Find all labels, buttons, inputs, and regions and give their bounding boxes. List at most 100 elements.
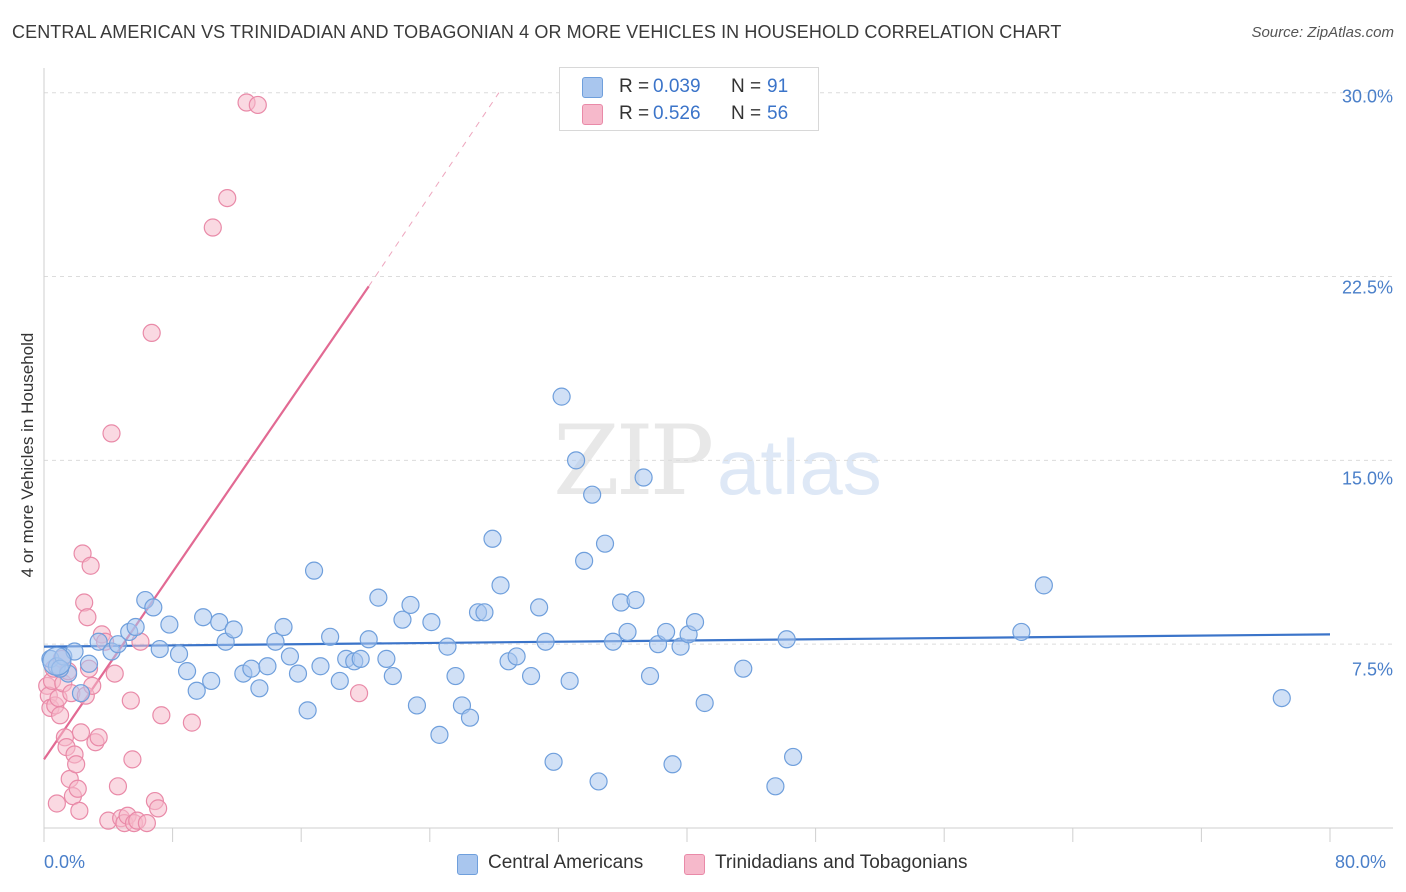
point-central-american (766, 777, 785, 796)
point-central-american (657, 622, 676, 642)
point-central-american (224, 620, 243, 639)
point-trinidadian (121, 691, 140, 710)
point-central-american (530, 598, 549, 617)
r-label: R = (619, 103, 650, 124)
point-trinidadian (81, 556, 100, 575)
point-central-american (150, 639, 169, 659)
point-central-american (521, 666, 541, 686)
point-central-american (438, 637, 457, 656)
point-central-american (1012, 622, 1031, 642)
point-central-american (401, 595, 420, 615)
watermark-atlas: atlas (717, 423, 882, 511)
point-central-american (460, 708, 480, 727)
point-central-american (210, 613, 229, 632)
legend-label: Central Americans (488, 852, 644, 873)
data-points (38, 93, 1291, 833)
point-central-american (491, 576, 510, 595)
point-trinidadian (349, 684, 369, 703)
legend-label: Trinidadians and Tobagonians (715, 852, 968, 873)
point-central-american (359, 630, 378, 649)
point-trinidadian (75, 593, 94, 612)
point-central-american (202, 671, 221, 691)
point-central-american (304, 561, 324, 580)
point-central-american (430, 725, 449, 744)
point-central-american (298, 701, 317, 720)
r-label: R = (619, 76, 650, 97)
point-central-american (280, 647, 300, 666)
point-central-american (566, 451, 586, 470)
point-central-american (603, 632, 623, 651)
point-trinidadian (68, 779, 87, 798)
point-central-american (663, 755, 682, 774)
legend-swatch-pink (582, 104, 603, 125)
legend-swatch-blue (457, 854, 478, 875)
point-central-american (695, 693, 714, 713)
point-central-american (422, 613, 441, 632)
point-trinidadian (71, 723, 91, 742)
point-trinidadian (203, 218, 222, 237)
point-central-american (258, 657, 277, 676)
stats-legend: R = 0.039 N = 91 R = 0.526 N = 56 (559, 67, 819, 131)
r-value: 0.039 (653, 76, 701, 97)
point-central-american (634, 468, 653, 487)
point-central-american (575, 551, 594, 570)
r-value: 0.526 (653, 103, 701, 124)
trend-lines (43, 92, 1331, 760)
point-central-american (351, 649, 370, 668)
x-tick-label-min: 0.0% (44, 852, 86, 872)
point-trinidadian (248, 95, 267, 115)
point-central-american (250, 679, 269, 698)
point-central-american (618, 622, 637, 642)
point-central-american (187, 681, 206, 700)
point-central-american (266, 632, 285, 651)
point-trinidadian (123, 750, 142, 769)
point-central-american (42, 646, 72, 676)
point-central-american (71, 684, 91, 703)
point-central-american (242, 659, 261, 678)
point-trinidadian (50, 706, 70, 725)
y-tick-label: 22.5% (1341, 277, 1393, 298)
point-central-american (79, 654, 99, 673)
point-central-american (407, 696, 427, 715)
point-trinidadian (149, 799, 168, 818)
point-trinidadian (152, 706, 171, 725)
point-trinidadian (89, 728, 108, 747)
n-label: N = (731, 76, 762, 97)
point-central-american (552, 387, 571, 406)
point-central-american (777, 630, 796, 649)
point-trinidadian (182, 713, 201, 732)
point-central-american (126, 617, 145, 637)
point-central-american (369, 588, 388, 607)
point-central-american (583, 485, 602, 504)
point-trinidadian (105, 664, 124, 683)
point-central-american (595, 534, 615, 553)
y-tick-label: 15.0% (1341, 468, 1393, 489)
y-tick-label: 30.0% (1341, 86, 1393, 107)
point-central-american (685, 613, 705, 632)
point-central-american (589, 772, 608, 791)
point-central-american (144, 598, 163, 617)
y-axis-label: 4 or more Vehicles in Household (18, 332, 37, 578)
point-trinidadian (47, 794, 66, 813)
point-central-american (377, 649, 396, 668)
point-central-american (475, 603, 494, 622)
y-tick-label: 7.5% (1351, 659, 1393, 680)
point-central-american (108, 635, 128, 654)
point-central-american (640, 666, 660, 686)
point-trinidadian (70, 801, 89, 820)
point-central-american (544, 752, 563, 771)
point-trinidadian (137, 813, 156, 833)
legend-swatch-pink (684, 854, 705, 875)
point-central-american (1272, 688, 1291, 708)
point-central-american (536, 632, 555, 651)
point-trinidadian (102, 424, 121, 443)
grid-lines (44, 92, 1393, 645)
point-central-american (483, 529, 502, 548)
n-value: 91 (767, 76, 789, 97)
point-central-american (89, 632, 108, 651)
x-tick-label-max: 80.0% (1335, 852, 1387, 872)
point-central-american (507, 647, 526, 666)
point-central-american (1034, 576, 1053, 595)
point-central-american (393, 610, 412, 629)
